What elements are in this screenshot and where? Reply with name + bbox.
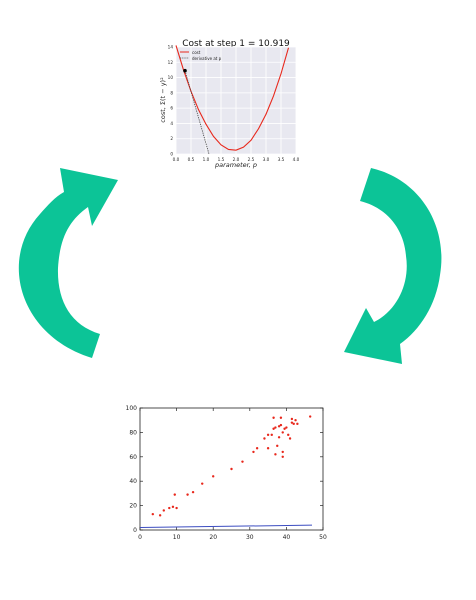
cost-chart-title: Cost at step 1 = 10.919 xyxy=(182,39,290,49)
scatter-point xyxy=(266,433,270,437)
x-tick-label: 0.0 xyxy=(173,157,180,162)
scatter-point xyxy=(151,512,155,516)
y-tick-label: 0 xyxy=(133,527,137,534)
scatter-point xyxy=(308,415,312,418)
scatter-point xyxy=(274,453,277,456)
x-tick-label: 0.5 xyxy=(188,157,195,162)
cost-chart-ylabel: cost, Σ(t − y)² xyxy=(159,77,167,123)
scatter-point xyxy=(255,447,259,450)
cost-chart-legend: cost derivative at p xyxy=(180,50,222,61)
y-tick-label: 60 xyxy=(129,454,137,461)
y-tick-label: 40 xyxy=(129,478,137,485)
x-tick-label: 50 xyxy=(319,534,327,541)
y-tick-label: 80 xyxy=(129,429,137,436)
scatter-point xyxy=(292,422,295,426)
scatter-point xyxy=(274,426,277,429)
x-tick-label: 3.5 xyxy=(278,157,285,162)
scatter-chart-ticks: 0 10 20 30 40 50 0 20 40 60 80 100 xyxy=(126,405,327,541)
scatter-point xyxy=(276,444,279,448)
x-tick-label: 4.0 xyxy=(293,157,300,162)
x-tick-label: 1.0 xyxy=(203,157,210,162)
scatter-point xyxy=(290,417,294,421)
scatter-point xyxy=(285,426,288,429)
scatter-point xyxy=(168,506,171,510)
y-tick-label: 0 xyxy=(170,152,173,157)
scatter-point xyxy=(186,493,189,496)
x-tick-label: 2.0 xyxy=(233,157,240,162)
legend-label-cost: cost xyxy=(192,50,201,55)
cost-chart-series xyxy=(175,45,290,155)
x-tick-label: 30 xyxy=(246,534,254,541)
scatter-point xyxy=(252,450,255,454)
scatter-point xyxy=(288,437,292,440)
scatter-point xyxy=(294,419,297,422)
scatter-point xyxy=(270,433,273,437)
scatter-point xyxy=(191,490,195,494)
cost-chart-xlabel: parameter, p xyxy=(214,161,257,169)
cycle-arrow-up-icon xyxy=(18,168,118,358)
scatter-point xyxy=(263,437,266,440)
x-tick-label: 1.5 xyxy=(218,157,225,162)
scatter-point xyxy=(277,436,281,439)
scatter-point xyxy=(296,422,299,426)
y-tick-label: 6 xyxy=(170,106,173,111)
x-tick-label: 3.0 xyxy=(263,157,270,162)
x-tick-label: 0 xyxy=(138,534,142,541)
scatter-point xyxy=(272,416,275,419)
y-tick-label: 20 xyxy=(129,503,137,510)
scatter-point xyxy=(281,431,284,434)
y-tick-label: 10 xyxy=(168,75,174,80)
scatter-chart-series xyxy=(139,415,313,529)
fit-line xyxy=(139,524,313,529)
y-tick-label: 2 xyxy=(170,136,173,141)
scatter-point xyxy=(230,467,233,471)
cost-chart-ticks: 0.0 0.5 1.0 1.5 2.0 2.5 3.0 3.5 4.0 0 2 4 6 8 10 12 14 xyxy=(168,45,300,163)
y-tick-label: 4 xyxy=(170,121,173,126)
scatter-point xyxy=(266,447,270,450)
x-tick-label: 20 xyxy=(209,534,217,541)
cycle-arrow-down-icon xyxy=(344,168,442,364)
scatter-point xyxy=(171,505,175,509)
scatter-point xyxy=(281,455,284,458)
y-tick-label: 100 xyxy=(126,405,138,412)
x-tick-label: 2.5 xyxy=(248,157,255,162)
y-tick-label: 12 xyxy=(168,60,174,65)
legend-label-derivative: derivative at p xyxy=(192,56,222,61)
cost-chart-grid xyxy=(175,46,297,155)
scatter-point xyxy=(162,509,165,512)
x-tick-label: 10 xyxy=(173,534,181,541)
scatter-point xyxy=(279,423,283,427)
scatter-point xyxy=(272,427,275,430)
scatter-point xyxy=(287,433,290,437)
scatter-point xyxy=(173,493,176,496)
scatter-point xyxy=(283,427,286,430)
y-tick-label: 14 xyxy=(168,45,174,50)
scatter-point xyxy=(175,506,178,510)
scatter-point xyxy=(212,475,215,478)
y-tick-label: 8 xyxy=(170,90,173,95)
scatter-point xyxy=(279,416,283,419)
scatter-point xyxy=(241,460,244,463)
scatter-point xyxy=(290,421,294,424)
scatter-point xyxy=(277,425,281,428)
current-point xyxy=(183,68,187,73)
scatter-point xyxy=(201,482,204,485)
scatter-point xyxy=(158,514,162,517)
derivative-line xyxy=(184,70,210,155)
x-tick-label: 40 xyxy=(283,534,291,541)
scatter-point xyxy=(281,450,284,454)
cost-curve xyxy=(175,45,290,151)
